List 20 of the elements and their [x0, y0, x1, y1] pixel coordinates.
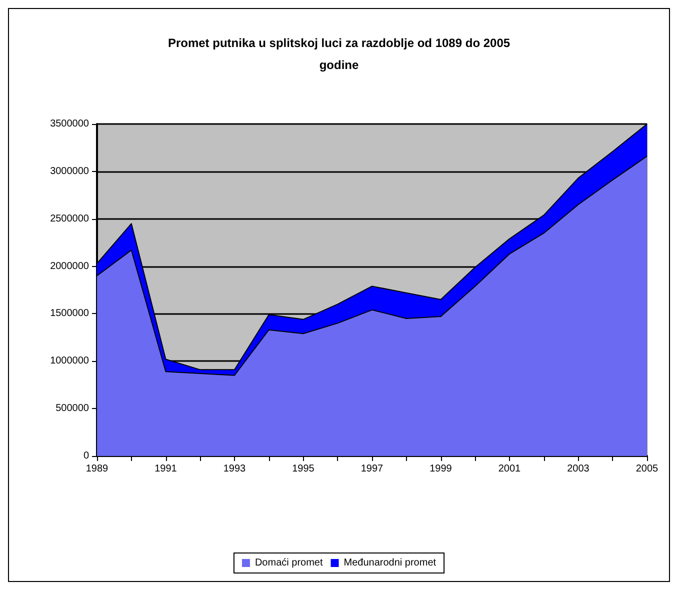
x-tick-label: 1989 — [86, 464, 109, 474]
y-tick-label: 2000000 — [50, 260, 90, 272]
y-tick-label: 3000000 — [50, 166, 90, 177]
legend-label: Domaći promet — [254, 558, 323, 568]
x-tick-label: 1991 — [154, 464, 178, 474]
y-tick-label: 0 — [83, 450, 90, 462]
x-tick-label: 1995 — [292, 464, 315, 474]
legend-label: Međunarodni promet — [344, 558, 436, 568]
x-tick-label: 1993 — [223, 464, 246, 474]
y-tick-label: 1000000 — [50, 356, 90, 367]
x-tick-label: 2003 — [567, 464, 590, 474]
chart-title: Promet putnika u splitskoj luci za razdoblje od 1089 do 2005 godine — [168, 36, 510, 72]
y-tick-label: 1500000 — [50, 308, 90, 320]
x-tick-label: 1997 — [360, 464, 384, 474]
y-tick-label: 2500000 — [50, 213, 90, 224]
x-tick-label: 2001 — [498, 464, 522, 474]
y-tick-label: 500000 — [56, 403, 90, 414]
y-tick-label: 3500000 — [50, 118, 90, 130]
x-tick-label: 1999 — [430, 464, 452, 474]
x-tick-label: 2005 — [636, 464, 659, 474]
